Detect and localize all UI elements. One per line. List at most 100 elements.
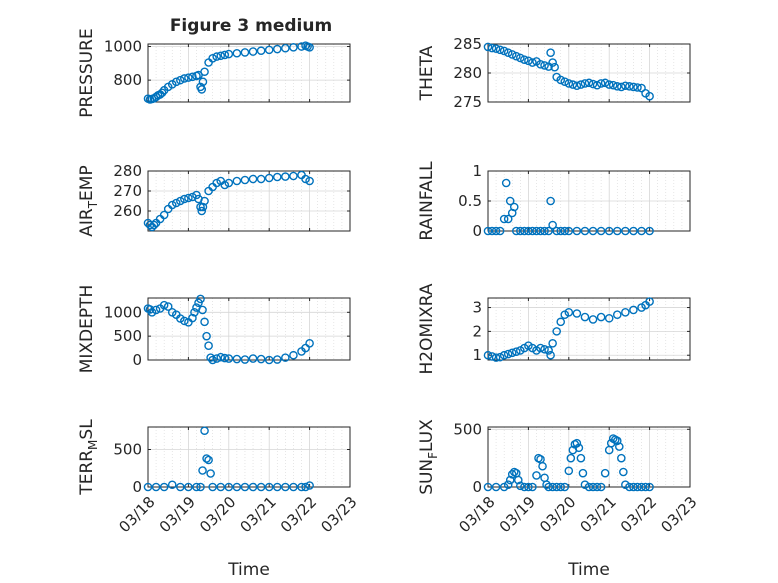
data-point bbox=[507, 470, 517, 479]
data-point bbox=[503, 48, 513, 58]
y-tick-label: 1 bbox=[472, 346, 482, 364]
data-point bbox=[560, 77, 570, 86]
y-tick-label: 800 bbox=[113, 71, 142, 89]
data-point bbox=[188, 313, 197, 323]
data-point bbox=[248, 47, 258, 56]
data-point bbox=[540, 61, 549, 70]
data-point bbox=[204, 58, 213, 67]
data-point bbox=[568, 80, 578, 89]
data-point bbox=[220, 180, 230, 190]
x-tick-label: 03/22 bbox=[617, 493, 660, 536]
data-point bbox=[556, 482, 566, 492]
data-point bbox=[645, 297, 654, 306]
data-point bbox=[487, 226, 497, 236]
data-point bbox=[516, 481, 525, 491]
data-point bbox=[574, 443, 584, 453]
data-point bbox=[198, 77, 208, 87]
x-tick-label: 03/20 bbox=[196, 493, 239, 536]
data-point bbox=[176, 482, 185, 492]
data-point bbox=[264, 173, 274, 183]
y-tick-label: 1 bbox=[472, 162, 482, 180]
data-point bbox=[212, 178, 221, 188]
axes-box bbox=[147, 43, 351, 103]
data-point bbox=[511, 51, 521, 61]
data-point bbox=[483, 226, 493, 236]
data-point bbox=[536, 226, 545, 236]
data-point bbox=[200, 67, 209, 77]
data-point bbox=[200, 426, 209, 436]
data-point bbox=[564, 226, 574, 236]
data-point bbox=[192, 190, 201, 200]
data-point bbox=[524, 56, 533, 66]
data-point bbox=[232, 354, 242, 364]
data-point bbox=[305, 339, 314, 348]
data-point bbox=[503, 214, 513, 224]
panel-air_temp: 260 270 280 AIRTEMP bbox=[77, 162, 351, 237]
data-point bbox=[289, 43, 298, 52]
data-point bbox=[637, 482, 646, 492]
data-point bbox=[289, 171, 298, 181]
data-point bbox=[204, 341, 213, 350]
y-tick-label: 500 bbox=[453, 420, 482, 438]
data-point bbox=[272, 172, 282, 182]
data-point bbox=[612, 436, 622, 446]
data-point bbox=[560, 226, 570, 236]
data-point bbox=[528, 482, 537, 492]
data-point bbox=[538, 461, 547, 471]
data-point bbox=[564, 308, 574, 317]
data-point bbox=[499, 350, 509, 360]
data-point bbox=[560, 482, 570, 492]
data-point bbox=[196, 202, 205, 212]
y-tick-label: 3 bbox=[472, 299, 482, 317]
data-point bbox=[220, 50, 230, 60]
data-point bbox=[184, 73, 193, 82]
data-point bbox=[629, 82, 638, 92]
data-point bbox=[176, 196, 185, 206]
data-point bbox=[264, 355, 274, 365]
data-point bbox=[491, 482, 501, 492]
data-point bbox=[524, 482, 533, 492]
data-point bbox=[491, 44, 501, 53]
data-point bbox=[248, 174, 258, 184]
y-tick-label: 270 bbox=[113, 182, 142, 200]
data-point bbox=[289, 482, 298, 492]
x-tick-label: 03/18 bbox=[115, 493, 158, 536]
data-point bbox=[167, 480, 177, 490]
data-point bbox=[621, 81, 630, 91]
data-point bbox=[198, 305, 207, 315]
data-point bbox=[550, 62, 559, 72]
panel-h2omixra: 1 2 3 H2OMIXRA bbox=[417, 283, 691, 375]
data-point bbox=[248, 354, 258, 363]
data-point bbox=[511, 347, 521, 356]
x-tick-label: 03/21 bbox=[237, 493, 280, 536]
data-point bbox=[301, 174, 310, 184]
data-point bbox=[619, 467, 628, 477]
data-point bbox=[240, 175, 250, 185]
data-point bbox=[520, 55, 529, 64]
data-point bbox=[507, 50, 517, 59]
data-point bbox=[188, 72, 197, 82]
panel-theta: 275 280 285 THETA bbox=[417, 35, 691, 111]
data-point bbox=[159, 300, 169, 310]
y-tick-label: 0.5 bbox=[458, 192, 482, 210]
data-point bbox=[248, 482, 258, 492]
y-axis-label: H2OMIXRA bbox=[417, 283, 437, 374]
data-point bbox=[604, 80, 614, 89]
data-point bbox=[516, 53, 525, 63]
data-point bbox=[163, 302, 173, 311]
data-point bbox=[503, 480, 513, 489]
data-point bbox=[596, 482, 606, 492]
axes-box bbox=[147, 297, 351, 361]
x-tick-label: 03/23 bbox=[317, 493, 360, 536]
data-point bbox=[641, 482, 650, 492]
data-point bbox=[580, 79, 590, 88]
data-point bbox=[548, 58, 557, 67]
x-tick-label: 03/20 bbox=[536, 493, 579, 536]
axes-box bbox=[147, 170, 351, 232]
panel-rainfall: 0 0.5 1 RAINFALL bbox=[417, 161, 691, 241]
data-point bbox=[588, 482, 598, 492]
y-axis-label: THETA bbox=[417, 45, 437, 101]
x-tick-label: 03/19 bbox=[496, 493, 539, 536]
data-point bbox=[580, 226, 590, 236]
